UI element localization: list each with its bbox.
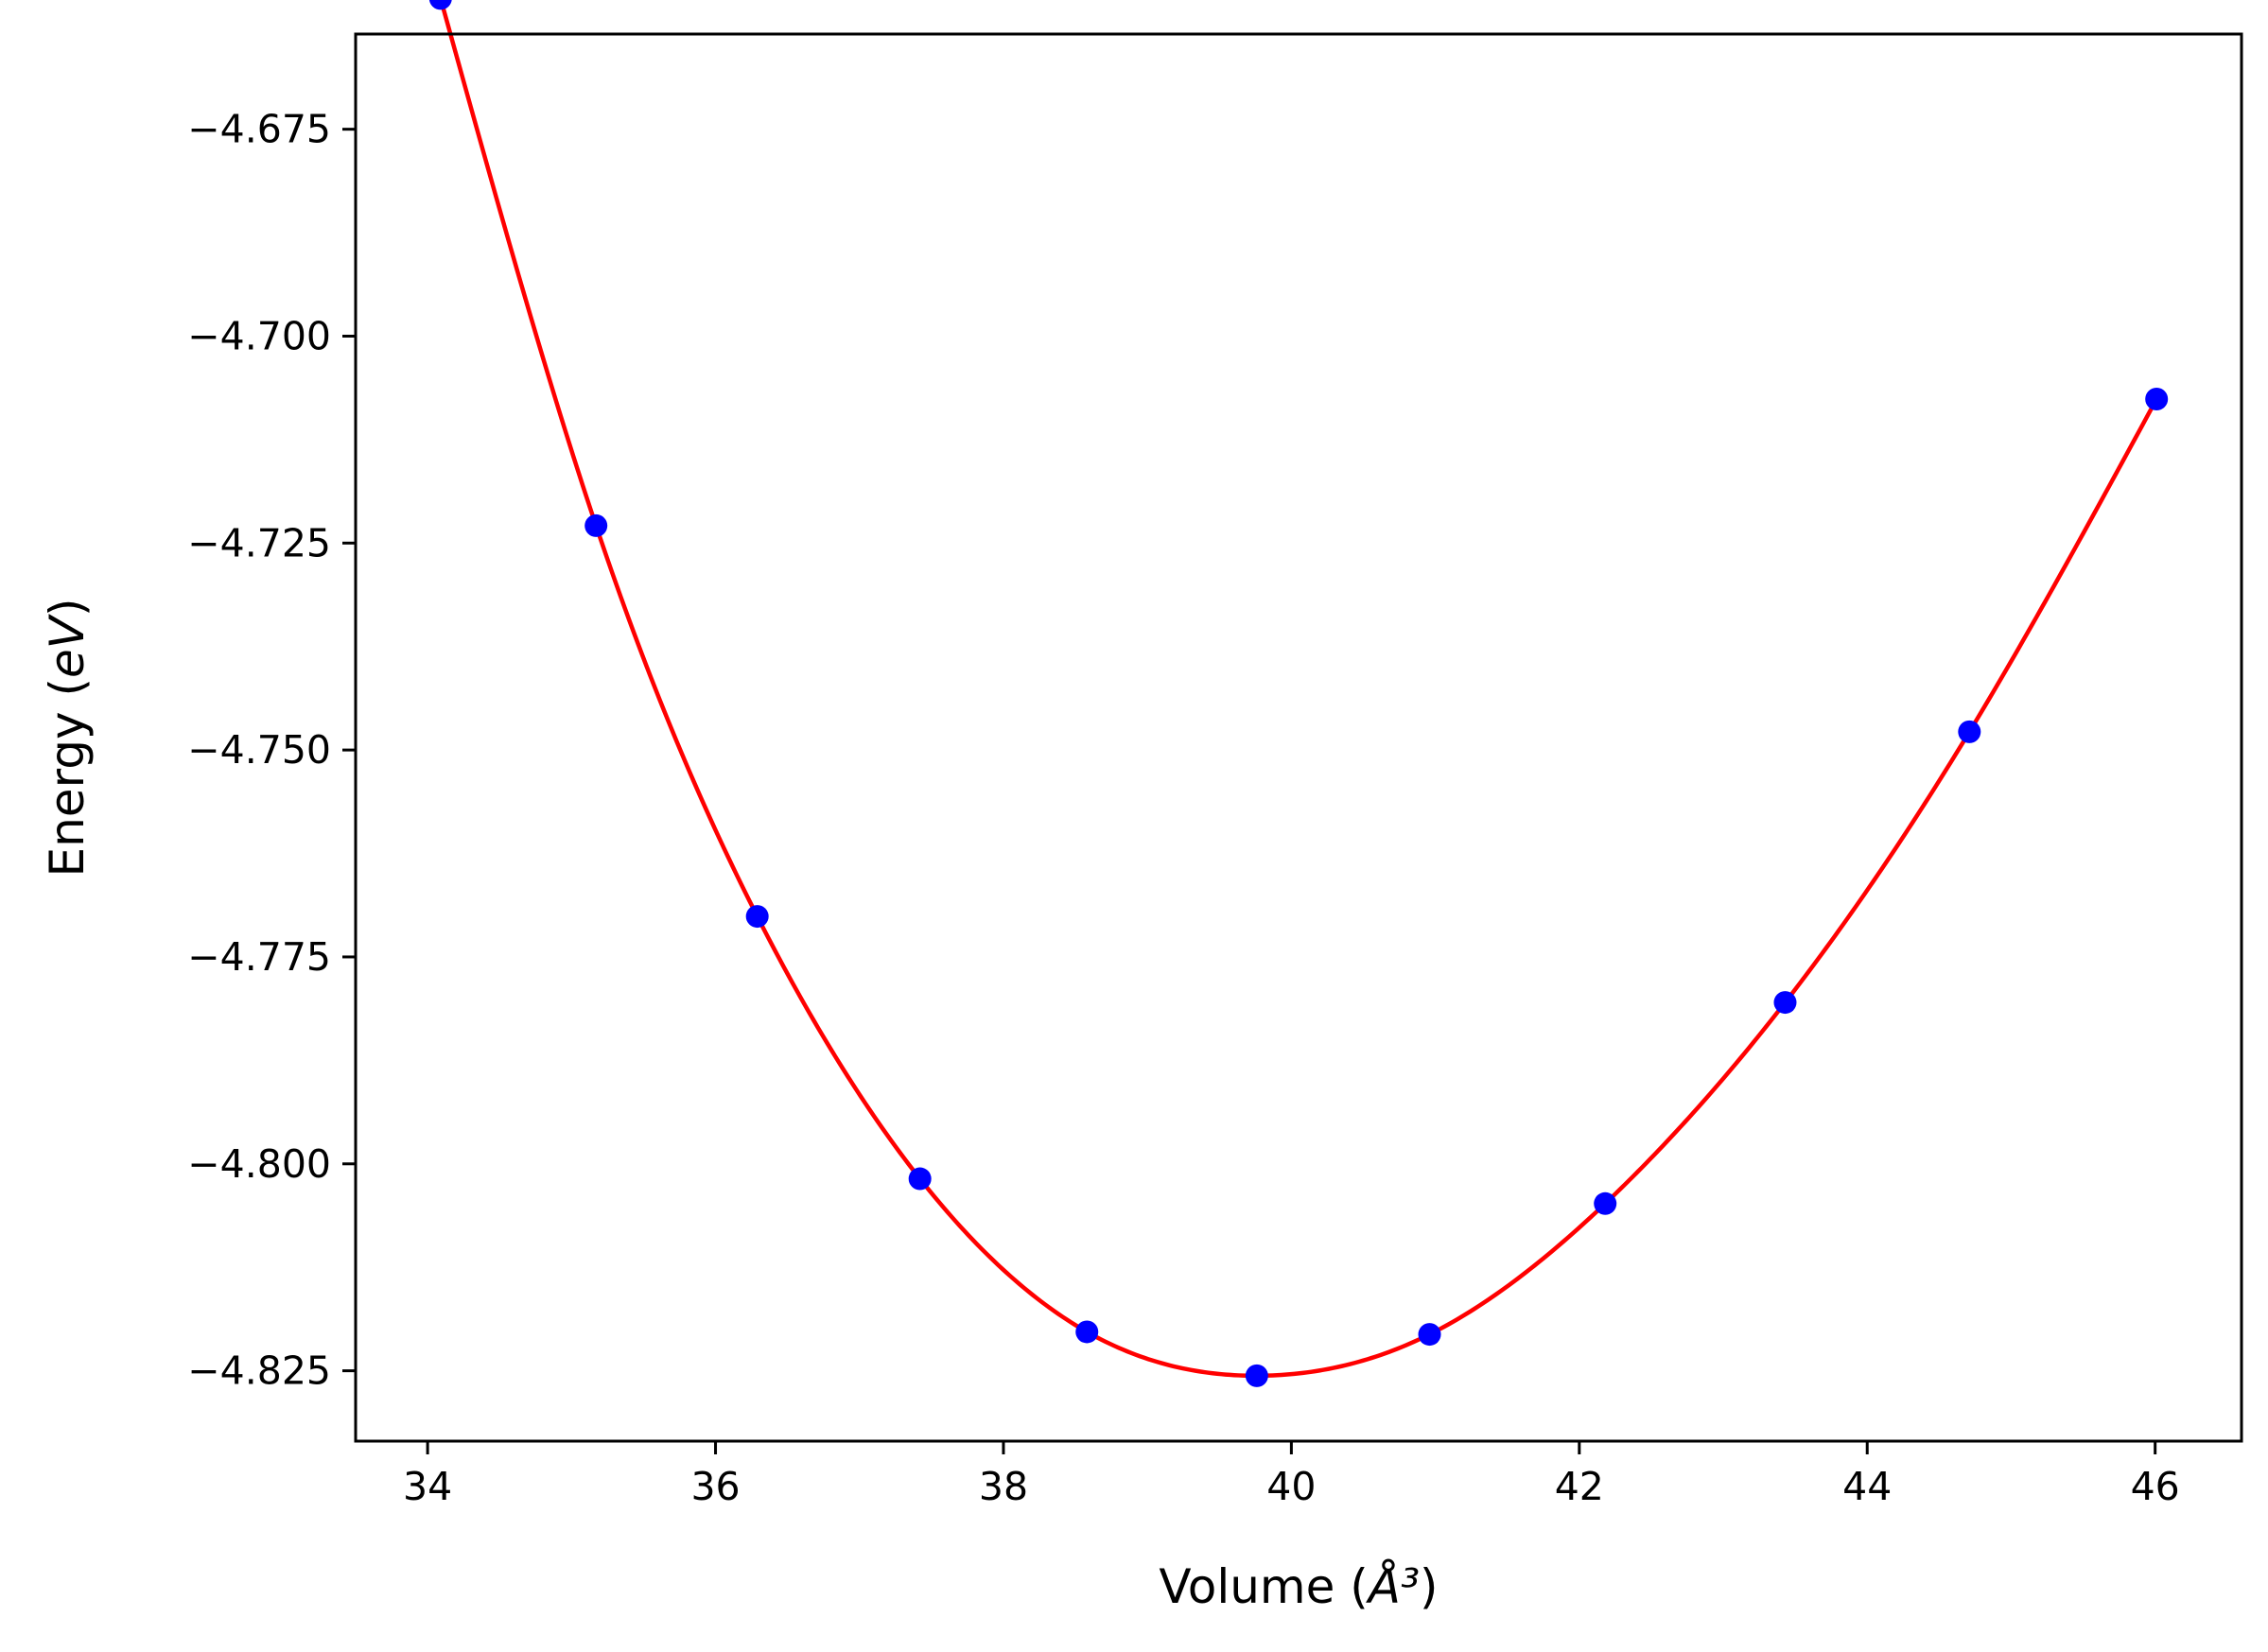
data-point bbox=[1075, 1320, 1099, 1344]
data-point bbox=[1594, 1191, 1617, 1215]
y-tick-label: −4.775 bbox=[187, 934, 331, 980]
fit-curve-line bbox=[438, 0, 2159, 1379]
data-point bbox=[1418, 1323, 1441, 1347]
data-point bbox=[1958, 720, 1981, 743]
y-tick-label: −4.675 bbox=[187, 107, 331, 152]
x-tick-label: 44 bbox=[1842, 1464, 1892, 1509]
points-layer bbox=[428, 0, 2169, 1387]
data-point bbox=[1245, 1364, 1268, 1387]
y-tick-label: −4.700 bbox=[187, 313, 331, 358]
y-tick-label: −4.750 bbox=[187, 727, 331, 773]
y-axis-label: Energy (eV) bbox=[40, 599, 95, 878]
x-tick-label: 46 bbox=[2131, 1464, 2180, 1509]
x-tick-label: 36 bbox=[690, 1464, 740, 1509]
plot-frame bbox=[354, 32, 2243, 1443]
data-point bbox=[584, 513, 608, 537]
ticks-layer: 34 36 38 40 42 44 46 −4.675 −4.700 −4.725 −4.750 −4… bbox=[187, 107, 2179, 1509]
x-tick-label: 42 bbox=[1555, 1464, 1604, 1509]
data-point bbox=[1773, 991, 1797, 1015]
x-tick-label: 38 bbox=[979, 1464, 1028, 1509]
data-point bbox=[2145, 388, 2169, 411]
y-tick-label: −4.725 bbox=[187, 520, 331, 565]
data-point bbox=[745, 905, 769, 929]
data-point bbox=[428, 0, 452, 10]
data-point bbox=[908, 1167, 932, 1191]
x-tick-label: 40 bbox=[1266, 1464, 1316, 1509]
x-tick-label: 34 bbox=[403, 1464, 452, 1509]
y-tick-label: −4.825 bbox=[187, 1348, 331, 1394]
x-axis-label: Volume (Å³) bbox=[1159, 1559, 1438, 1614]
y-tick-label: −4.800 bbox=[187, 1141, 331, 1187]
curve-layer bbox=[438, 0, 2159, 1379]
